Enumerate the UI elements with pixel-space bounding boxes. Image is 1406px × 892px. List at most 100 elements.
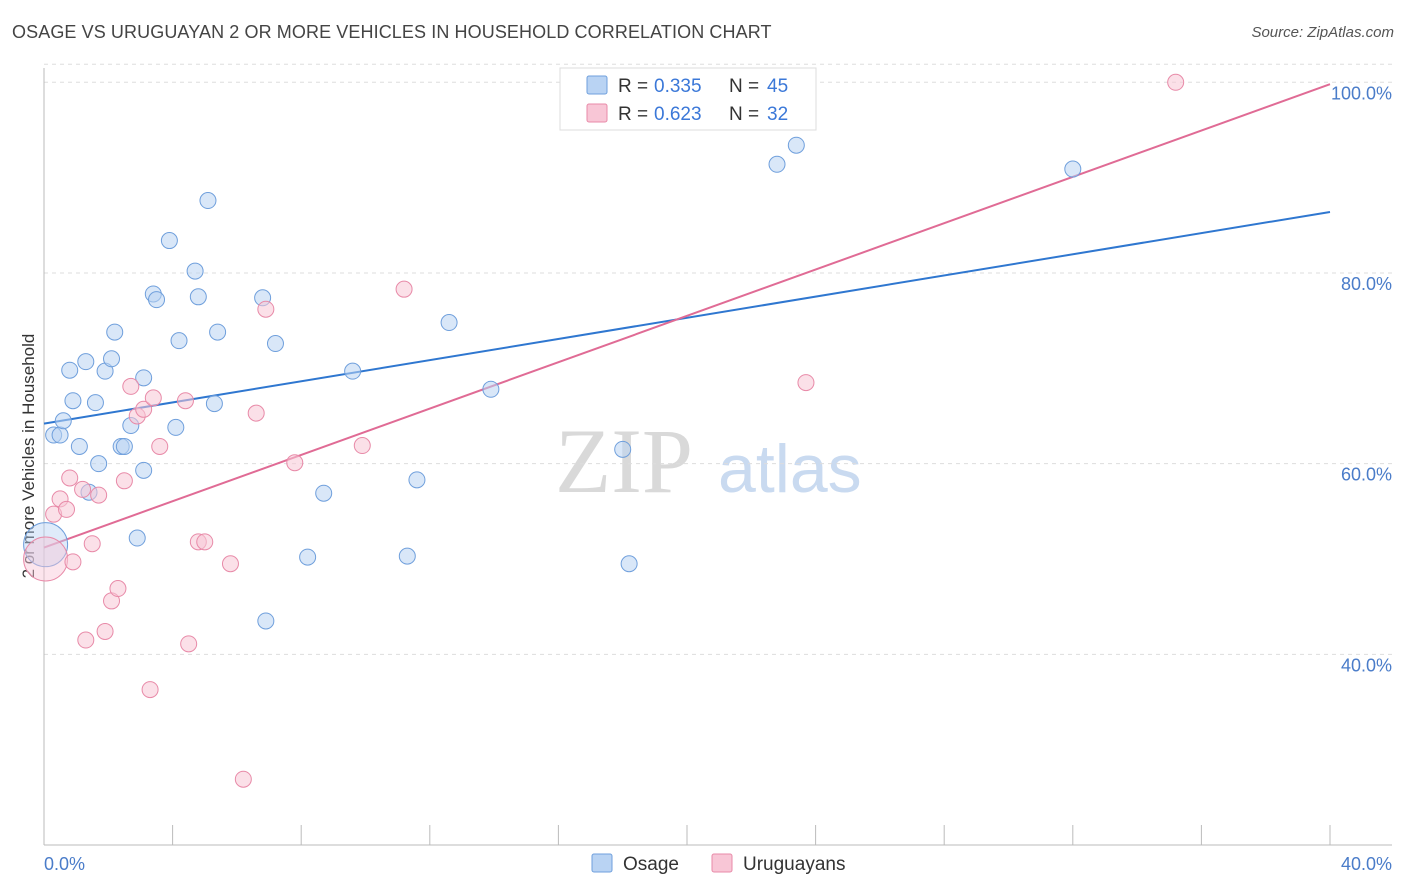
point-osage-38 [440,314,458,332]
watermark: ZIP atlas [555,410,862,512]
point-osage-19 [135,369,153,387]
bottom-legend-label-uruguayans: Uruguayans [743,854,845,875]
point-osage-32 [266,335,284,353]
point-osage-10 [90,455,108,473]
point-uruguayans-16 [135,400,153,418]
legend-swatch-osage [586,75,608,95]
point-osage-0 [23,522,69,568]
point-osage-35 [344,362,362,380]
point-osage-12 [103,350,121,368]
point-osage-22 [160,232,178,250]
point-osage-7 [77,353,95,371]
point-uruguayans-3 [58,500,76,518]
point-osage-34 [315,484,333,502]
point-osage-27 [199,192,217,210]
point-osage-15 [115,437,133,455]
point-uruguayans-28 [286,454,304,472]
point-uruguayans-6 [74,480,92,498]
watermark-zip: ZIP [555,410,693,512]
point-osage-6 [70,437,88,455]
point-osage-9 [86,394,104,412]
point-osage-21 [148,291,166,309]
point-uruguayans-19 [151,437,169,455]
legend-r-value-osage: 0.335 [654,76,702,97]
point-osage-2 [51,426,69,444]
point-uruguayans-4 [61,469,79,487]
point-uruguayans-18 [144,389,162,407]
point-uruguayans-25 [234,770,252,788]
point-uruguayans-17 [141,681,159,699]
legend-n-value-uruguayans: 32 [767,104,788,125]
point-uruguayans-27 [257,300,275,318]
point-osage-39 [482,380,500,398]
point-uruguayans-12 [109,580,127,598]
y-tick-labels: 40.0% 60.0% 80.0% 100.0% [1331,83,1392,675]
bottom-legend-swatch-osage [591,853,613,873]
point-osage-44 [1064,160,1082,178]
point-osage-24 [170,332,188,350]
legend-n-label-osage: N = [729,76,759,97]
point-osage-31 [257,612,275,630]
point-osage-3 [54,412,72,430]
source-label: Source: ZipAtlas.com [1251,24,1394,41]
point-uruguayans-8 [83,535,101,553]
point-uruguayans-29 [353,437,371,455]
point-uruguayans-0 [23,536,69,582]
point-uruguayans-26 [247,404,265,422]
point-osage-25 [186,262,204,280]
y-tick-label-40: 40.0% [1341,655,1392,675]
chart-title: OSAGE VS URUGUAYAN 2 OR MORE VEHICLES IN… [12,22,772,42]
stats-legend: R = 0.335 N = 45 R = 0.623 N = 32 [559,67,817,131]
point-osage-40 [614,440,632,458]
point-uruguayans-30 [395,280,413,298]
point-osage-13 [106,323,124,341]
legend-n-label-uruguayans: N = [729,104,759,125]
point-uruguayans-13 [115,472,133,490]
point-uruguayans-24 [221,555,239,573]
y-tick-label-80: 80.0% [1341,274,1392,294]
trend-line-osage [43,210,1331,425]
point-osage-18 [135,461,153,479]
point-uruguayans-31 [797,374,815,392]
point-uruguayans-21 [180,635,198,653]
point-osage-26 [189,288,207,306]
point-osage-37 [408,471,426,489]
x-tick-label-min: 0.0% [44,854,85,874]
grid [44,63,1392,655]
bottom-legend-label-osage: Osage [623,854,679,875]
watermark-atlas: atlas [718,431,862,507]
point-osage-43 [787,136,805,154]
point-uruguayans-20 [176,392,194,410]
point-osage-29 [209,323,227,341]
legend-r-value-uruguayans: 0.623 [654,104,702,125]
trend-line-uruguayans [43,83,1331,549]
y-axis-title: 2 or more Vehicles in Household [19,334,38,579]
legend-r-label-uruguayans: R = [618,104,648,125]
point-osage-33 [299,548,317,566]
legend-n-value-osage: 45 [767,76,788,97]
point-uruguayans-9 [90,486,108,504]
point-osage-4 [61,361,79,379]
x-ticks [43,825,1331,845]
point-osage-23 [167,418,185,436]
point-osage-17 [128,529,146,547]
point-uruguayans-32 [1167,73,1185,91]
point-osage-36 [398,547,416,565]
point-uruguayans-7 [77,631,95,649]
trend-lines [43,83,1331,549]
y-tick-label-60: 60.0% [1341,465,1392,485]
y-tick-label-100: 100.0% [1331,83,1392,103]
legend-swatch-uruguayans [586,103,608,123]
points [23,73,1185,788]
x-tick-label-max: 40.0% [1341,854,1392,874]
point-uruguayans-10 [96,622,114,640]
point-uruguayans-23 [196,533,214,551]
point-uruguayans-14 [122,377,140,395]
point-osage-42 [768,155,786,173]
point-osage-41 [620,555,638,573]
series-legend: Osage Uruguayans [591,853,845,875]
point-osage-5 [64,392,82,410]
bottom-legend-swatch-uruguayans [711,853,733,873]
axes [43,68,1392,846]
